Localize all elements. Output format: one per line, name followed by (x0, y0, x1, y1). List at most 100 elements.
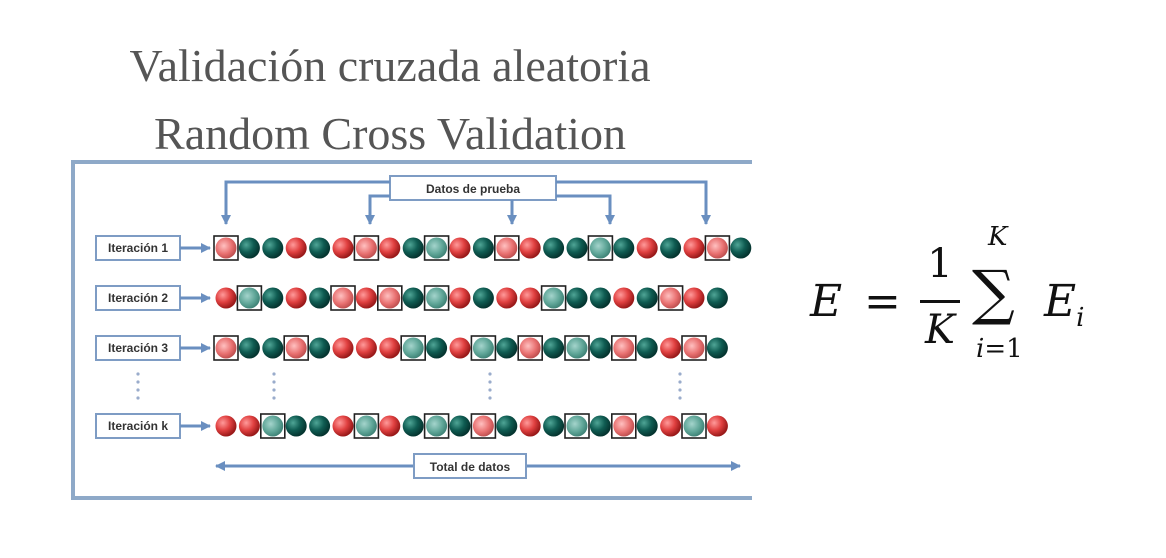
test-sample-ball (285, 337, 307, 359)
test-sample-ball (426, 237, 448, 259)
test-sample-box (353, 235, 380, 261)
green-sample-ball (543, 415, 565, 437)
iteration-row: Iteración 1 (95, 235, 752, 261)
green-sample-ball (496, 415, 518, 437)
test-data-connector-right (556, 180, 711, 225)
test-data-label: Datos de prueba (426, 182, 520, 196)
test-sample-ball (355, 415, 377, 437)
test-sample-ball (589, 237, 611, 259)
test-sample-box (657, 285, 684, 311)
green-sample-ball (309, 237, 331, 259)
total-data-label: Total de datos (430, 460, 511, 474)
test-sample-box (470, 335, 497, 361)
red-sample-ball (285, 237, 307, 259)
formula-term: Ei (1044, 276, 1084, 333)
test-data-connector-left (221, 180, 390, 225)
formula-term-symbol: E (1044, 276, 1077, 327)
sum-start: =1 (984, 334, 1023, 364)
test-sample-ball (613, 337, 635, 359)
test-sample-ball (215, 337, 237, 359)
green-sample-ball (636, 287, 658, 309)
green-sample-ball (589, 415, 611, 437)
test-sample-ball (566, 337, 588, 359)
red-sample-ball (683, 237, 705, 259)
iteration-label-box (95, 285, 181, 311)
red-sample-ball (496, 287, 518, 309)
red-sample-ball (660, 415, 682, 437)
green-sample-ball (589, 337, 611, 359)
test-sample-ball (519, 337, 541, 359)
test-sample-ball (706, 237, 728, 259)
red-sample-ball (332, 337, 354, 359)
green-sample-ball (309, 337, 331, 359)
green-sample-ball (449, 415, 471, 437)
test-sample-ball (355, 237, 377, 259)
test-sample-box (236, 285, 263, 311)
red-sample-ball (332, 237, 354, 259)
test-sample-box (587, 235, 614, 261)
test-sample-ball (683, 337, 705, 359)
title-spanish: Validación cruzada aleatoria (129, 40, 651, 91)
green-sample-ball (262, 337, 284, 359)
red-sample-ball (449, 237, 471, 259)
test-sample-ball (426, 287, 448, 309)
title-english: Random Cross Validation (154, 108, 626, 159)
red-sample-ball (449, 287, 471, 309)
green-sample-ball (402, 415, 424, 437)
sum-symbol: ∑ (972, 258, 1015, 328)
red-sample-ball (215, 415, 237, 437)
test-sample-box (423, 235, 450, 261)
test-data-connector-mid-left (365, 194, 390, 225)
iteration-row: Iteración 2 (95, 285, 728, 311)
test-sample-box (610, 335, 637, 361)
test-sample-box (330, 285, 356, 311)
green-sample-ball (706, 337, 728, 359)
test-sample-ball (402, 337, 424, 359)
green-sample-ball (426, 337, 448, 359)
formula-term-subscript: i (1076, 302, 1085, 333)
test-sample-box (681, 413, 707, 439)
test-sample-box (564, 335, 590, 361)
sum-index: i (976, 334, 985, 364)
red-sample-ball (519, 287, 541, 309)
green-sample-ball (402, 287, 424, 309)
test-sample-box (423, 285, 450, 311)
iteration-rows: Iteración 1 Iteración 2 Iteración 3 Iteraci… (95, 235, 752, 439)
red-sample-ball (519, 237, 541, 259)
test-sample-box (493, 235, 520, 261)
test-sample-box (213, 335, 239, 361)
formula-numerator: 1 (927, 241, 953, 287)
red-sample-ball (660, 337, 682, 359)
test-sample-ball (215, 237, 237, 259)
red-sample-ball (355, 287, 377, 309)
green-sample-ball (472, 237, 494, 259)
iteration-label: Iteración 1 (108, 241, 168, 255)
red-sample-ball (379, 237, 401, 259)
green-sample-ball (636, 337, 658, 359)
red-sample-ball (332, 415, 354, 437)
test-sample-box (517, 335, 544, 361)
green-sample-ball (566, 287, 588, 309)
green-sample-ball (543, 237, 565, 259)
iteration-row: Iteración k (95, 413, 728, 439)
green-sample-ball (730, 237, 752, 259)
iteration-row: Iteración 3 (95, 335, 728, 361)
test-sample-box (470, 413, 497, 439)
test-sample-box (704, 235, 731, 261)
test-sample-box (540, 285, 567, 311)
sum-upper-limit: K (988, 222, 1008, 252)
test-sample-ball (613, 415, 635, 437)
iteration-label: Iteración 2 (108, 291, 168, 305)
red-sample-ball (519, 415, 541, 437)
green-sample-ball (309, 415, 331, 437)
green-sample-ball (543, 337, 565, 359)
red-sample-ball (706, 415, 728, 437)
green-sample-ball (238, 237, 260, 259)
ellipsis-dots (136, 372, 682, 400)
green-sample-ball (238, 337, 260, 359)
red-sample-ball (636, 237, 658, 259)
test-sample-box (283, 335, 309, 361)
test-sample-box (564, 413, 590, 439)
sum-lower-limit: i=1 (976, 334, 1023, 364)
green-sample-ball (706, 287, 728, 309)
